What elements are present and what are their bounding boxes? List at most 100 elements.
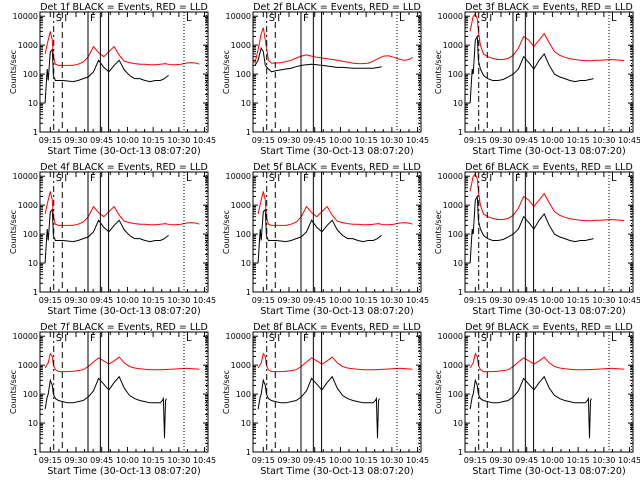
y-tick-label: 10000 bbox=[13, 12, 38, 21]
y-tick-label: 1 bbox=[458, 448, 463, 457]
y-axis-label: Counts/sec bbox=[434, 210, 443, 254]
panel-title: Det 8f BLACK = Events, RED = LLD bbox=[253, 322, 421, 333]
x-tick-label: 10:45 bbox=[193, 456, 216, 465]
x-tick-label: 10:15 bbox=[567, 136, 590, 145]
y-axis-label: Counts/sec bbox=[434, 370, 443, 414]
panel-title: Det 4f BLACK = Events, RED = LLD bbox=[40, 162, 208, 173]
y-axis-label: Counts/sec bbox=[9, 50, 18, 94]
plot-frame bbox=[252, 11, 422, 133]
y-tick-label: 100 bbox=[236, 230, 251, 239]
marker-label-i: I bbox=[489, 173, 492, 184]
y-tick-label: 10 bbox=[28, 419, 38, 428]
x-axis-label: Start Time (30-Oct-13 08:07:20) bbox=[472, 466, 625, 477]
y-tick-label: 10 bbox=[28, 99, 38, 108]
y-tick-label: 10000 bbox=[226, 172, 251, 181]
x-tick-label: 10:15 bbox=[355, 456, 378, 465]
panel-title: Det 6f BLACK = Events, RED = LLD bbox=[465, 162, 633, 173]
marker-label-i: I bbox=[489, 13, 492, 24]
marker-label-s: S bbox=[481, 173, 487, 184]
x-tick-label: 09:30 bbox=[277, 456, 300, 465]
y-tick-label: 10 bbox=[28, 259, 38, 268]
x-tick-label: 10:30 bbox=[592, 136, 615, 145]
events-series-line bbox=[44, 208, 169, 264]
x-tick-label: 10:30 bbox=[380, 456, 403, 465]
marker-label-s: S bbox=[481, 333, 487, 344]
x-tick-label: 10:45 bbox=[406, 456, 429, 465]
panel-title: Det 7f BLACK = Events, RED = LLD bbox=[40, 322, 208, 333]
marker-label-s: S bbox=[481, 13, 487, 24]
x-tick-label: 09:15 bbox=[464, 296, 487, 305]
lld-series-line bbox=[257, 352, 413, 373]
x-tick-label: 10:15 bbox=[355, 296, 378, 305]
x-axis-label: Start Time (30-Oct-13 08:07:20) bbox=[472, 306, 625, 317]
y-tick-label: 1 bbox=[33, 448, 38, 457]
y-tick-label: 1 bbox=[33, 288, 38, 297]
marker-label-s: S bbox=[269, 13, 275, 24]
x-tick-label: 10:45 bbox=[618, 296, 640, 305]
x-tick-label: 09:45 bbox=[515, 456, 538, 465]
x-tick-label: 09:30 bbox=[489, 456, 512, 465]
marker-label-l: L bbox=[611, 333, 617, 344]
marker-label-l: L bbox=[186, 13, 192, 24]
x-axis-label: Start Time (30-Oct-13 08:07:20) bbox=[260, 466, 413, 477]
y-tick-label: 100 bbox=[448, 390, 463, 399]
marker-label-i: I bbox=[64, 333, 67, 344]
events-series-line bbox=[254, 46, 382, 73]
y-tick-label: 1 bbox=[458, 288, 463, 297]
x-tick-label: 10:45 bbox=[406, 136, 429, 145]
y-tick-label: 10 bbox=[453, 259, 463, 268]
plot-frame bbox=[39, 331, 209, 453]
plot-frame bbox=[39, 171, 209, 293]
y-axis-label: Counts/sec bbox=[9, 370, 18, 414]
y-tick-label: 10000 bbox=[438, 172, 463, 181]
y-tick-label: 10000 bbox=[438, 12, 463, 21]
y-tick-label: 10000 bbox=[13, 172, 38, 181]
marker-label-l: L bbox=[611, 13, 617, 24]
marker-label-s: S bbox=[56, 173, 62, 184]
x-tick-label: 10:15 bbox=[142, 456, 165, 465]
x-tick-label: 10:15 bbox=[567, 296, 590, 305]
x-tick-label: 09:45 bbox=[515, 136, 538, 145]
marker-label-l: L bbox=[186, 173, 192, 184]
y-tick-label: 1000 bbox=[443, 41, 463, 50]
marker-label-f: F bbox=[303, 173, 309, 184]
x-tick-label: 10:15 bbox=[567, 456, 590, 465]
x-tick-label: 09:30 bbox=[64, 296, 87, 305]
lld-series-line bbox=[469, 12, 625, 62]
events-series-line bbox=[257, 375, 380, 439]
marker-label-f: F bbox=[90, 173, 96, 184]
x-tick-label: 10:30 bbox=[167, 456, 190, 465]
marker-label-f: F bbox=[303, 333, 309, 344]
x-tick-label: 09:15 bbox=[39, 456, 62, 465]
marker-label-l: L bbox=[186, 333, 192, 344]
x-tick-label: 09:15 bbox=[39, 296, 62, 305]
x-tick-label: 09:15 bbox=[464, 456, 487, 465]
events-series-line bbox=[469, 34, 594, 104]
x-tick-label: 09:30 bbox=[277, 136, 300, 145]
x-axis-label: Start Time (30-Oct-13 08:07:20) bbox=[47, 306, 200, 317]
x-tick-label: 10:00 bbox=[329, 296, 352, 305]
y-tick-label: 100 bbox=[23, 230, 38, 239]
y-tick-label: 1000 bbox=[18, 201, 38, 210]
x-tick-label: 09:15 bbox=[252, 456, 275, 465]
x-tick-label: 09:45 bbox=[90, 296, 113, 305]
y-tick-label: 1000 bbox=[443, 361, 463, 370]
y-tick-label: 1 bbox=[246, 128, 251, 137]
y-tick-label: 1000 bbox=[231, 361, 251, 370]
x-tick-label: 09:15 bbox=[252, 136, 275, 145]
x-tick-label: 10:45 bbox=[618, 456, 640, 465]
y-tick-label: 1000 bbox=[18, 361, 38, 370]
x-tick-label: 09:45 bbox=[90, 136, 113, 145]
marker-label-i: I bbox=[489, 333, 492, 344]
lld-series-line bbox=[44, 352, 200, 373]
marker-label-i: I bbox=[277, 173, 280, 184]
y-tick-label: 100 bbox=[23, 390, 38, 399]
y-tick-label: 1 bbox=[458, 128, 463, 137]
lld-series-line bbox=[44, 191, 200, 226]
marker-label-l: L bbox=[399, 333, 405, 344]
x-tick-label: 10:00 bbox=[541, 296, 564, 305]
